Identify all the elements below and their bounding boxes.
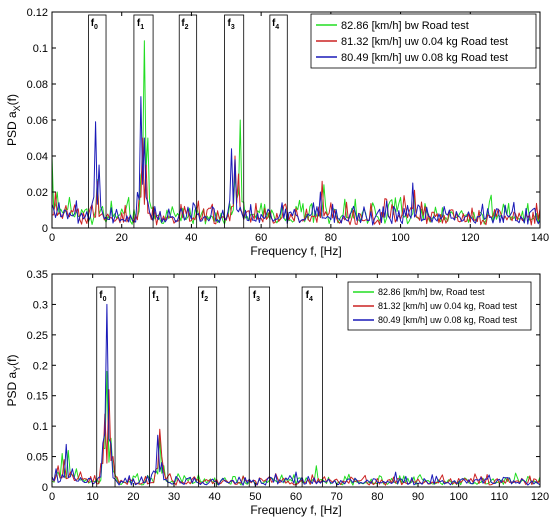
x-axis-title: Frequency f, [Hz] xyxy=(250,503,341,517)
legend-entry: 82.86 [km/h] bw Road test xyxy=(341,20,469,32)
x-tick-label: 50 xyxy=(249,491,261,503)
x-tick-label: 100 xyxy=(449,491,467,503)
x-tick-label: 90 xyxy=(412,491,424,503)
y-axis-title: PSD aY(f) xyxy=(5,354,22,406)
series-line-1 xyxy=(52,370,540,486)
series-line-2 xyxy=(52,137,540,226)
legend-box xyxy=(310,13,537,69)
y-tick-label: 0.25 xyxy=(27,330,48,342)
legend-entry: 81.32 [km/h] uw 0.04 kg Road test xyxy=(341,36,508,48)
series-line-1 xyxy=(52,40,540,226)
y-tick-label: 0.35 xyxy=(27,269,48,281)
x-tick-label: 60 xyxy=(290,491,302,503)
x-tick-label: 100 xyxy=(391,232,409,244)
x-tick-label: 10 xyxy=(87,491,99,503)
x-tick-label: 80 xyxy=(325,232,337,244)
x-tick-label: 120 xyxy=(461,232,479,244)
y-tick-label: 0.12 xyxy=(27,7,48,19)
y-tick-label: 0.1 xyxy=(33,43,48,55)
x-tick-label: 40 xyxy=(209,491,221,503)
y-tick-label: 0.06 xyxy=(27,115,48,127)
band-label: f2 xyxy=(201,290,208,303)
band-box-f2 xyxy=(178,14,198,229)
psd-y-chart: f0 f1 f2 f3 f4 0 10 20 30 40 50 60 70 80 90 100 110 120 0 0… xyxy=(5,269,549,517)
legend-entry: 80.49 [km/h] uw 0.08 kg Road test xyxy=(341,52,508,64)
y-tick-label: 0.15 xyxy=(27,391,48,403)
legend-entry: 81.32 [km/h] uw 0.04 kg, Road test xyxy=(378,301,518,311)
x-tick-label: 70 xyxy=(331,491,343,503)
y-tick-label: 0 xyxy=(42,482,48,494)
series-line-3 xyxy=(52,96,540,226)
y-tick-label: 0.05 xyxy=(27,452,48,464)
x-tick-label: 60 xyxy=(255,232,267,244)
legend-entry: 82.86 [km/h] bw, Road test xyxy=(378,287,485,297)
band-label: f4 xyxy=(272,18,279,31)
x-tick-label: 30 xyxy=(168,491,180,503)
band-label: f3 xyxy=(228,18,235,31)
x-tick-label: 20 xyxy=(127,491,139,503)
x-tick-label: 20 xyxy=(116,232,128,244)
x-tick-label: 40 xyxy=(185,232,197,244)
x-tick-label: 120 xyxy=(531,491,549,503)
series-line-3 xyxy=(52,303,540,486)
band-label: f2 xyxy=(181,18,188,31)
y-tick-label: 0 xyxy=(42,223,48,235)
band-box-f4 xyxy=(301,286,323,488)
series-line-2 xyxy=(52,389,540,486)
y-tick-label: 0.04 xyxy=(27,151,48,163)
x-tick-label: 0 xyxy=(49,491,55,503)
band-box-f4 xyxy=(269,14,288,229)
band-label: f0 xyxy=(91,18,98,31)
band-box-f3 xyxy=(248,286,270,488)
x-tick-label: 80 xyxy=(371,491,383,503)
y-axis-title: PSD aX(f) xyxy=(5,94,22,146)
legend-box xyxy=(347,281,532,331)
y-tick-label: 0.1 xyxy=(33,421,48,433)
legend-entry: 80.49 [km/h] uw 0.08 kg, Road test xyxy=(378,315,518,325)
band-label: f4 xyxy=(306,290,313,303)
y-tick-label: 0.08 xyxy=(27,79,48,91)
psd-x-chart: f0 f1 f2 f3 f4 0 20 40 60 80 100 120 140 0 0.02 0.04 0.0… xyxy=(5,7,549,258)
series-lines xyxy=(52,40,540,226)
band-box-f2 xyxy=(197,286,218,488)
band-label: f1 xyxy=(152,290,159,303)
y-tick-label: 0.02 xyxy=(27,187,48,199)
x-tick-label: 140 xyxy=(531,232,549,244)
x-axis-title: Frequency f, [Hz] xyxy=(250,244,341,258)
y-tick-label: 0.3 xyxy=(33,299,48,311)
y-tick-label: 0.2 xyxy=(33,360,48,372)
band-label: f0 xyxy=(99,290,106,303)
x-tick-label: 0 xyxy=(49,232,55,244)
x-tick-label: 110 xyxy=(491,491,509,503)
band-label: f3 xyxy=(253,290,260,303)
series-lines xyxy=(52,303,540,486)
band-label: f1 xyxy=(137,18,144,31)
